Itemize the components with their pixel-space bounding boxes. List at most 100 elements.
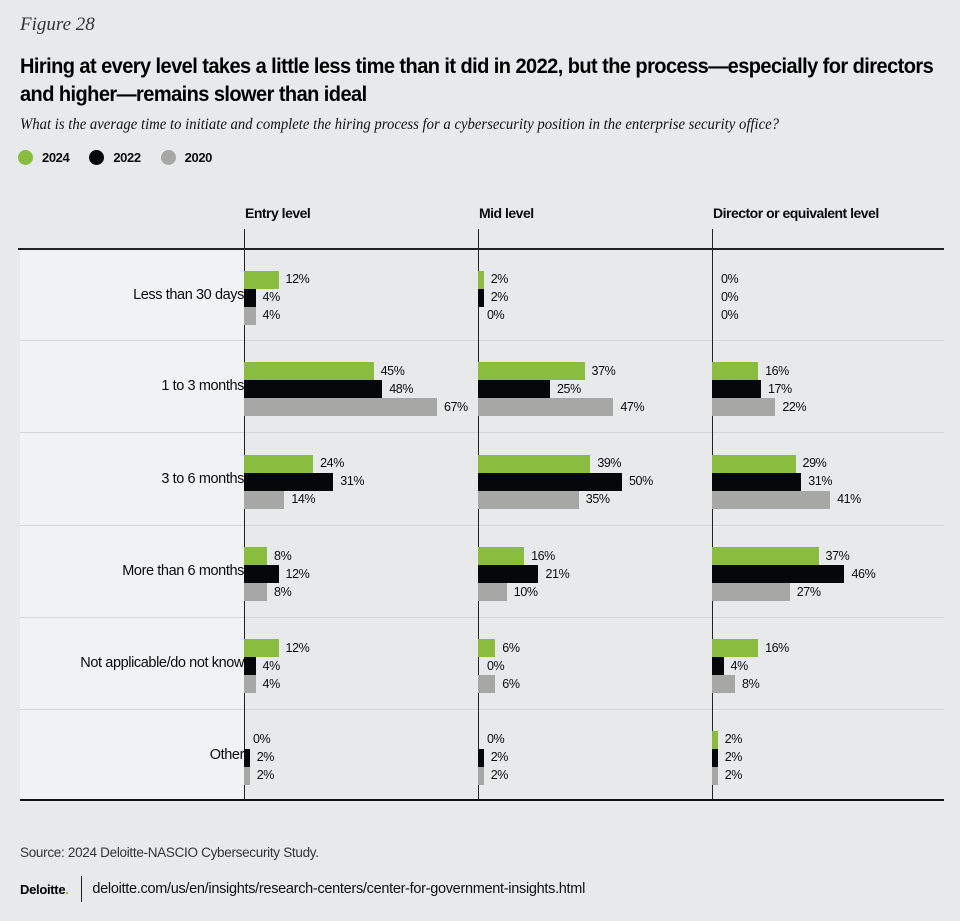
category-label: Not applicable/do not know xyxy=(80,655,244,671)
data-label: 25% xyxy=(557,381,581,396)
bar-2022 xyxy=(478,472,622,491)
bar-2022 xyxy=(244,380,383,398)
data-label: 12% xyxy=(285,566,310,581)
bar-2020 xyxy=(244,675,256,693)
legend: 2024 2022 2020 xyxy=(18,150,232,165)
category-label: More than 6 months xyxy=(122,563,244,579)
footer: Deloitte. deloitte.com/us/en/insights/re… xyxy=(20,876,585,902)
data-label: 10% xyxy=(513,584,538,599)
legend-swatch-2024 xyxy=(18,150,33,165)
bar-2022 xyxy=(244,657,256,675)
category-label: 1 to 3 months xyxy=(161,378,244,394)
data-label: 2% xyxy=(724,750,743,764)
row-separator xyxy=(20,617,944,618)
data-label: 41% xyxy=(837,492,861,506)
bar-2022 xyxy=(712,380,761,398)
bar-2020 xyxy=(712,766,718,785)
bar-2024 xyxy=(244,362,374,380)
data-label: 4% xyxy=(262,658,281,673)
bar-2020 xyxy=(712,675,736,693)
data-label: 6% xyxy=(502,676,520,691)
data-label: 45% xyxy=(380,363,405,378)
data-label: 8% xyxy=(274,548,292,563)
bar-2020 xyxy=(478,398,614,416)
category-label: Less than 30 days xyxy=(133,286,244,303)
row-separator xyxy=(20,432,944,433)
legend-item-2020: 2020 xyxy=(160,150,212,165)
bar-2022 xyxy=(478,565,539,583)
figure-label: Figure 28 xyxy=(20,14,95,35)
row-separator xyxy=(20,340,944,341)
row-separator xyxy=(20,709,944,710)
bar-2020 xyxy=(712,583,790,601)
data-label: 4% xyxy=(730,658,749,673)
data-label: 29% xyxy=(802,456,827,470)
data-label: 47% xyxy=(620,399,645,414)
bar-2020 xyxy=(244,490,285,509)
data-label: 0% xyxy=(253,732,271,746)
legend-item-2024: 2024 xyxy=(18,150,70,165)
row-separator xyxy=(20,525,944,526)
header-rule xyxy=(18,248,944,250)
data-label: 8% xyxy=(274,584,292,599)
panel-header-director: Director or equivalent level xyxy=(713,205,879,221)
panel-axis-2 xyxy=(477,229,479,801)
bottom-rule xyxy=(20,799,944,801)
chart-title: Hiring at every level takes a little les… xyxy=(20,54,934,106)
bar-2024 xyxy=(712,362,759,380)
data-label: 31% xyxy=(808,474,833,488)
bar-2022 xyxy=(712,472,802,491)
bar-2020 xyxy=(478,583,507,601)
data-label: 27% xyxy=(796,584,821,599)
data-label: 46% xyxy=(851,566,876,581)
data-label: 2% xyxy=(724,732,743,746)
logo-dot: . xyxy=(65,881,69,897)
bar-2024 xyxy=(478,270,484,289)
bar-2022 xyxy=(244,472,334,491)
deloitte-logo: Deloitte xyxy=(20,881,66,897)
data-label: 31% xyxy=(340,474,365,488)
data-label: 16% xyxy=(765,640,789,655)
data-label: 4% xyxy=(262,290,281,304)
data-label: 12% xyxy=(285,640,310,655)
bar-2020 xyxy=(478,766,484,785)
bar-2020 xyxy=(244,583,268,601)
bar-2020 xyxy=(478,490,579,509)
bar-2024 xyxy=(478,639,496,657)
bar-2022 xyxy=(478,288,484,307)
chart-subtitle: What is the average time to initiate and… xyxy=(20,116,780,133)
data-label: 48% xyxy=(389,381,414,396)
data-label: 0% xyxy=(487,732,505,746)
bar-2024 xyxy=(712,730,718,749)
panel-header-mid: Mid level xyxy=(479,205,534,221)
data-label: 14% xyxy=(291,492,316,506)
data-label: 4% xyxy=(262,676,281,691)
bar-2022 xyxy=(478,748,484,767)
legend-swatch-2022 xyxy=(89,150,105,165)
data-label: 17% xyxy=(767,381,792,396)
data-label: 12% xyxy=(285,272,310,286)
data-label: 37% xyxy=(591,363,616,378)
data-label: 0% xyxy=(721,308,739,322)
data-label: 22% xyxy=(782,399,807,414)
bar-2024 xyxy=(244,454,314,473)
panel-axis-3 xyxy=(711,229,713,801)
panel-axis-1 xyxy=(243,229,245,801)
bar-2024 xyxy=(244,270,279,289)
footer-link[interactable]: deloitte.com/us/en/insights/research-cen… xyxy=(92,881,585,897)
data-label: 16% xyxy=(765,363,789,378)
bar-2024 xyxy=(478,454,591,473)
bar-2024 xyxy=(478,362,585,380)
data-label: 35% xyxy=(585,492,610,506)
data-label: 2% xyxy=(490,272,509,286)
panel-header-entry: Entry level xyxy=(245,205,311,221)
data-label: 21% xyxy=(545,566,570,581)
legend-label-2022: 2022 xyxy=(113,150,141,165)
bar-2024 xyxy=(244,639,279,657)
data-label: 0% xyxy=(487,658,505,673)
data-label: 8% xyxy=(742,676,760,691)
bar-2022 xyxy=(244,565,279,583)
data-label: 2% xyxy=(490,768,509,782)
data-label: 2% xyxy=(256,750,275,764)
data-label: 0% xyxy=(721,272,739,286)
